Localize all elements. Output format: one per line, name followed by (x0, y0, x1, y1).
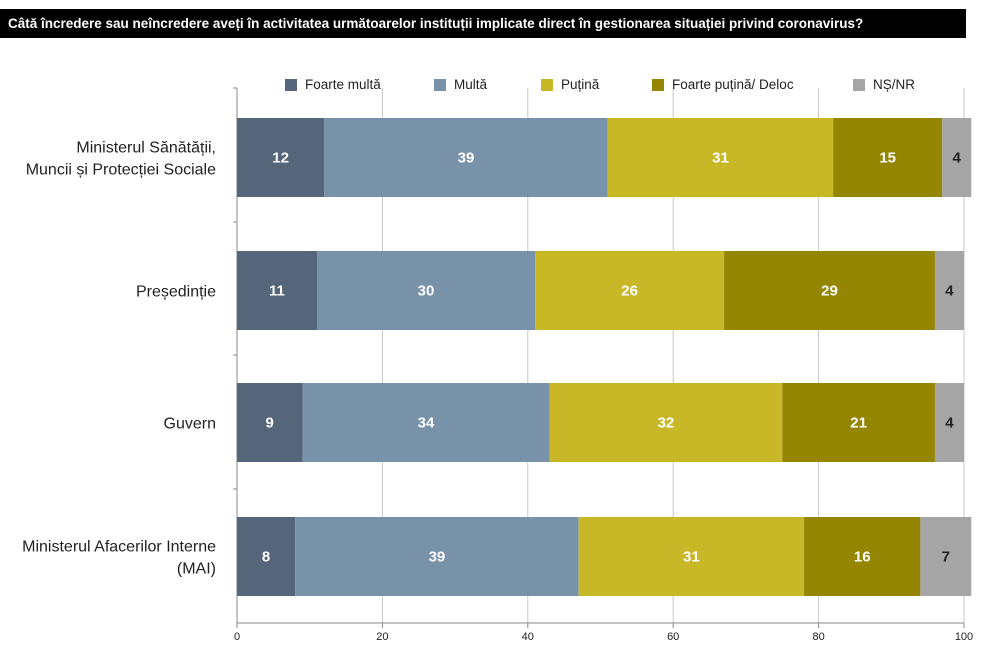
chart-title: Câtă încredere sau neîncredere aveți în … (0, 9, 966, 38)
bar-segment (833, 118, 943, 197)
data-label: 31 (712, 150, 729, 167)
bar-segment (782, 383, 935, 462)
data-label: 34 (418, 415, 435, 432)
x-tick-label: 40 (522, 631, 534, 643)
legend-label: NȘ/NR (873, 77, 915, 92)
bar-segment (549, 383, 783, 462)
bar-segment (942, 118, 972, 197)
data-label: 16 (854, 549, 871, 566)
bar-segment (920, 517, 972, 596)
x-tick-label: 60 (667, 631, 679, 643)
data-label: 15 (879, 150, 896, 167)
legend-label: Foarte multă (305, 77, 381, 92)
bar-segment (324, 118, 608, 197)
bar-segment (302, 383, 550, 462)
bar-segment (607, 118, 834, 197)
legend-swatch (652, 79, 664, 91)
legend-label: Multă (454, 77, 488, 92)
legend: Foarte multă Multă Puțină Foarte puțină/ De… (285, 77, 915, 92)
bar-segment (724, 251, 935, 330)
data-label: 31 (683, 549, 700, 566)
data-label: 39 (458, 150, 475, 167)
bar-segment (237, 383, 303, 462)
legend-label: Foarte puțină/ Deloc (672, 77, 794, 92)
data-label: 4 (945, 415, 954, 432)
bars: 12 39 31 15 4 11 30 26 29 4 9 34 32 21 4 8 39 31 16 7 (237, 118, 972, 596)
bar-segment (316, 251, 536, 330)
x-tick-label: 20 (376, 631, 388, 643)
data-label: 39 (429, 549, 446, 566)
data-label: 7 (942, 549, 950, 566)
category-label: Guvern (164, 416, 216, 433)
legend-swatch (434, 79, 446, 91)
bar-segment (578, 517, 805, 596)
bar-segment (934, 383, 964, 462)
data-label: 8 (262, 549, 270, 566)
data-label: 9 (266, 415, 274, 432)
data-label: 21 (850, 415, 867, 432)
bar-segment (237, 517, 296, 596)
category-label: Ministerul Afacerilor Interne (MAI) (22, 539, 216, 578)
data-label: 12 (272, 150, 289, 167)
bar-segment (237, 251, 317, 330)
legend-label: Puțină (561, 77, 600, 92)
data-label: 26 (621, 283, 638, 300)
x-tick-label: 80 (812, 631, 824, 643)
legend-swatch (853, 79, 865, 91)
legend-swatch (285, 79, 297, 91)
data-label: 32 (658, 415, 675, 432)
bar-segment (237, 118, 325, 197)
bar-segment (295, 517, 579, 596)
data-label: 4 (945, 283, 954, 300)
x-tick-label: 0 (234, 631, 240, 643)
bar-segment (535, 251, 725, 330)
data-label: 11 (269, 283, 285, 300)
bar-segment (934, 251, 964, 330)
data-label: 30 (418, 283, 435, 300)
data-label: 29 (821, 283, 838, 300)
category-label: Ministerul Sănătății, Muncii și Protecție… (26, 140, 216, 179)
bar-segment (804, 517, 921, 596)
category-label: Președinție (136, 284, 216, 301)
legend-swatch (541, 79, 553, 91)
data-label: 4 (953, 150, 962, 167)
x-tick-label: 100 (955, 631, 973, 643)
category-labels: Ministerul Sănătății, Muncii și Protecție… (22, 140, 216, 578)
